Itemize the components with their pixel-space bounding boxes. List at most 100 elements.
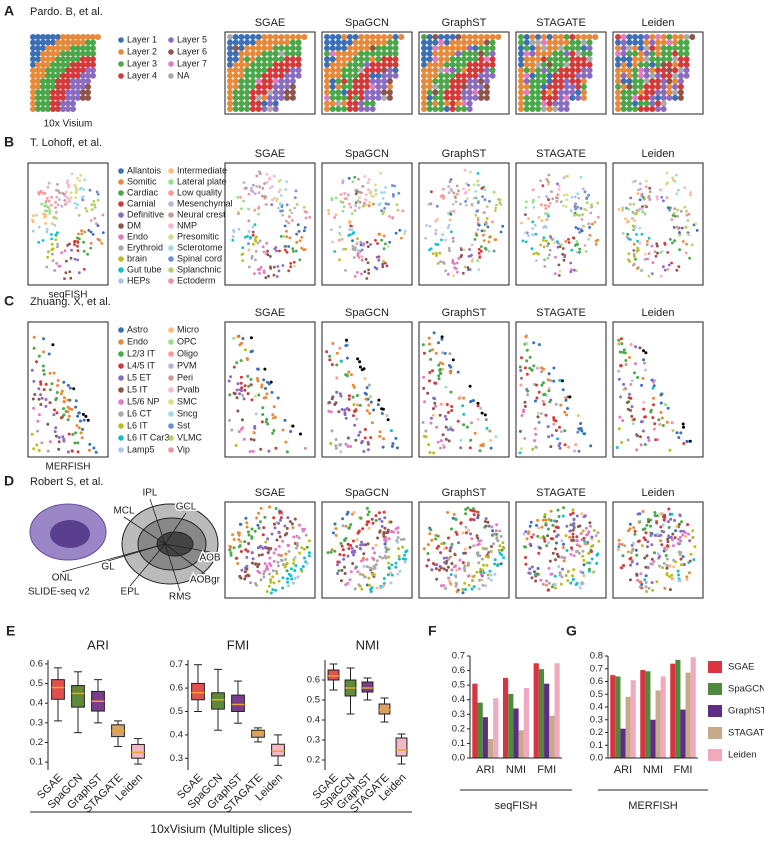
- spatial-spot: [227, 39, 233, 46]
- spatial-spot: [449, 545, 453, 549]
- x-tick-label: ARI: [476, 764, 494, 776]
- spatial-spot: [442, 541, 446, 545]
- spatial-spot: [677, 94, 684, 101]
- spatial-spot: [572, 518, 576, 522]
- spatial-spot: [428, 349, 432, 353]
- spatial-spot: [261, 56, 268, 63]
- spatial-spot: [528, 567, 532, 571]
- spatial-spot: [65, 39, 71, 46]
- spatial-spot: [523, 39, 530, 46]
- spatial-spot: [284, 61, 291, 68]
- spatial-spot: [618, 415, 622, 419]
- spatial-spot: [655, 50, 661, 57]
- spatial-spot: [428, 342, 431, 346]
- spatial-spot: [571, 236, 575, 240]
- spatial-spot: [30, 89, 36, 96]
- spatial-spot: [466, 89, 473, 96]
- spatial-spot: [244, 106, 251, 112]
- spatial-spot: [291, 424, 295, 428]
- spatial-spot: [567, 241, 571, 244]
- spatial-spot: [660, 72, 667, 79]
- spatial-spot: [63, 249, 67, 253]
- spatial-spot: [272, 405, 276, 409]
- bar: [615, 676, 621, 758]
- spatial-spot: [58, 191, 61, 195]
- spatial-spot: [463, 168, 467, 172]
- spatial-spot: [466, 50, 473, 57]
- spatial-spot: [455, 45, 462, 52]
- spatial-spot: [346, 106, 353, 112]
- spatial-spot: [37, 387, 41, 391]
- spatial-spot: [627, 219, 630, 223]
- spatial-spot: [689, 34, 696, 40]
- spatial-spot: [30, 94, 36, 101]
- spatial-spot: [523, 437, 527, 440]
- spatial-spot: [540, 67, 547, 74]
- spatial-spot: [265, 417, 269, 421]
- spatial-spot: [438, 94, 445, 101]
- spatial-spot: [285, 203, 289, 207]
- spatial-spot: [390, 563, 394, 567]
- spatial-spot: [682, 563, 686, 567]
- spatial-spot: [396, 536, 400, 540]
- spatial-spot: [532, 252, 536, 256]
- spatial-spot: [464, 200, 467, 203]
- spatial-spot: [341, 39, 348, 46]
- spatial-spot: [450, 542, 454, 546]
- spatial-spot: [324, 106, 330, 112]
- spatial-spot: [329, 442, 333, 445]
- method-title: SpaGCN: [345, 487, 389, 499]
- spatial-spot: [339, 450, 343, 454]
- spatial-spot: [369, 106, 376, 112]
- spatial-spot: [571, 508, 575, 512]
- spatial-spot: [659, 512, 663, 516]
- spatial-spot: [381, 61, 388, 68]
- spatial-spot: [253, 394, 257, 398]
- spatial-spot: [666, 61, 673, 68]
- spatial-spot: [48, 388, 52, 392]
- spatial-spot: [329, 83, 336, 90]
- spatial-spot: [347, 397, 351, 401]
- spatial-spot: [529, 100, 536, 107]
- dataset-source: T. Lohoff, et al.: [30, 137, 102, 149]
- spatial-spot: [360, 272, 363, 276]
- spatial-spot: [651, 588, 655, 592]
- spatial-spot: [470, 253, 473, 257]
- spatial-spot: [580, 50, 587, 57]
- spatial-spot: [35, 34, 41, 40]
- spatial-spot: [464, 588, 467, 591]
- spatial-spot: [435, 577, 439, 581]
- spatial-spot: [643, 45, 650, 52]
- spatial-spot: [344, 416, 348, 420]
- spatial-spot: [523, 94, 530, 101]
- spatial-spot: [253, 238, 257, 242]
- spatial-spot: [590, 544, 594, 548]
- spatial-spot: [672, 94, 679, 101]
- spatial-spot: [615, 67, 621, 74]
- spatial-spot: [565, 524, 569, 528]
- spatial-spot: [518, 45, 524, 52]
- spatial-spot: [489, 39, 496, 46]
- spatial-spot: [593, 220, 597, 224]
- spatial-spot: [439, 371, 443, 375]
- spatial-spot: [694, 222, 698, 226]
- spatial-spot: [640, 269, 644, 272]
- spatial-spot: [476, 404, 480, 408]
- spatial-spot: [349, 523, 353, 527]
- spatial-spot: [250, 186, 253, 190]
- tissue-inner: [50, 520, 90, 548]
- y-tick-label: 0.2: [452, 723, 465, 734]
- spatial-spot: [548, 248, 552, 252]
- spatial-spot: [40, 67, 46, 74]
- spatial-spot: [87, 229, 91, 232]
- spatial-spot: [552, 416, 556, 420]
- spatial-spot: [461, 561, 465, 565]
- spatial-spot: [94, 450, 98, 454]
- spatial-spot: [244, 56, 251, 63]
- spatial-spot: [372, 202, 375, 206]
- spatial-spot: [284, 83, 291, 90]
- spatial-spot: [477, 223, 481, 227]
- spatial-spot: [356, 248, 360, 252]
- spatial-spot: [341, 517, 345, 521]
- spatial-spot: [384, 186, 387, 189]
